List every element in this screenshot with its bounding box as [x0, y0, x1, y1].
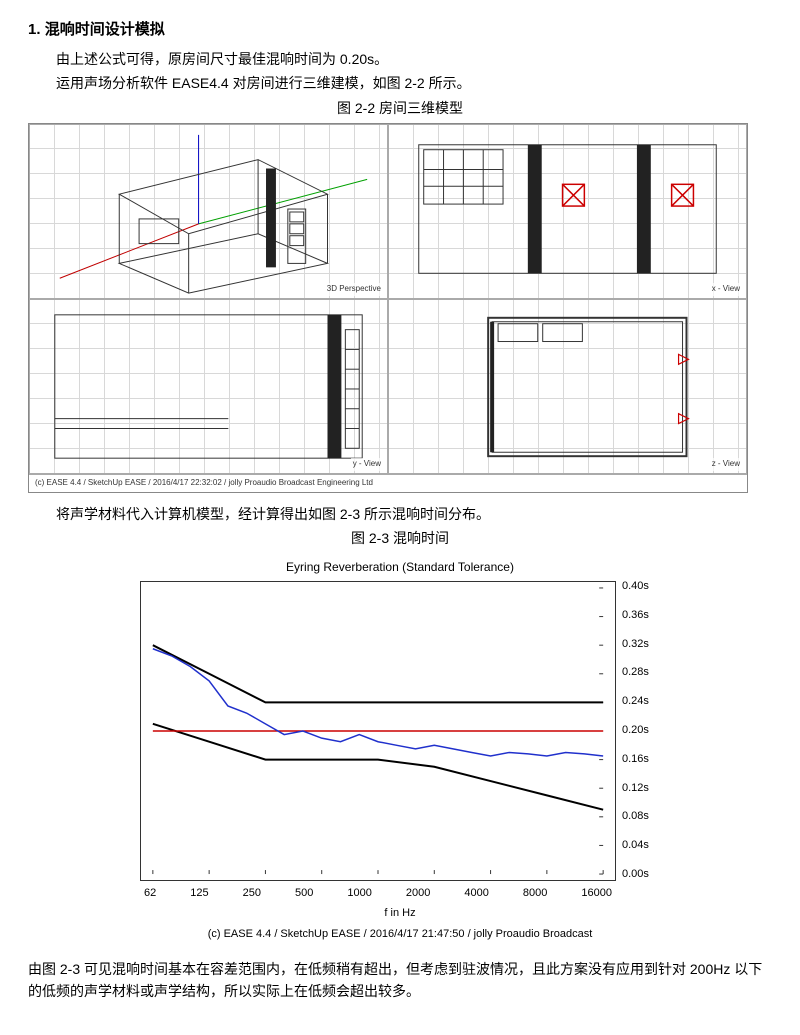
figure-2-2-caption: 图 2-2 房间三维模型 [28, 97, 772, 119]
chart-x-tick: 2000 [406, 885, 430, 903]
figure-2-3-chart: Eyring Reverberation (Standard Tolerance… [140, 558, 660, 944]
figure-2-2-drawing: 3D Perspective [28, 123, 748, 493]
panel-tag-y: y - View [351, 458, 383, 471]
panel-z-view: z - View [388, 299, 747, 474]
chart-y-tick: 0.04s [622, 837, 649, 855]
chart-y-tick: 0.28s [622, 665, 649, 683]
paragraph-1: 由上述公式可得，原房间尺寸最佳混响时间为 0.20s。 [28, 48, 772, 70]
panel-tag-x: x - View [710, 283, 742, 296]
chart-footer: (c) EASE 4.4 / SketchUp EASE / 2016/4/17… [140, 926, 660, 944]
chart-x-tick: 500 [295, 885, 313, 903]
chart-y-tick: 0.36s [622, 607, 649, 625]
panel-x-svg [389, 125, 746, 298]
chart-y-tick: 0.24s [622, 693, 649, 711]
chart-x-tick: 16000 [581, 885, 612, 903]
chart-y-tick: 0.16s [622, 751, 649, 769]
panel-3d-perspective: 3D Perspective [29, 124, 388, 299]
panel-tag-3d: 3D Perspective [325, 283, 383, 296]
chart-x-tick: 1000 [347, 885, 371, 903]
chart-y-tick: 0.20s [622, 722, 649, 740]
chart-y-tick: 0.00s [622, 866, 649, 884]
chart-x-tick: 250 [243, 885, 261, 903]
paragraph-2: 运用声场分析软件 EASE4.4 对房间进行三维建模，如图 2-2 所示。 [28, 72, 772, 94]
chart-x-tick: 8000 [523, 885, 547, 903]
chart-x-tick: 62 [144, 885, 156, 903]
chart-y-labels: 0.40s 0.36s 0.32s 0.28s 0.24s 0.20s 0.16s 0.12s… [616, 581, 660, 881]
chart-title: Eyring Reverberation (Standard Tolerance… [140, 558, 660, 577]
chart-plot-area [140, 581, 616, 881]
panel-tag-z: z - View [710, 458, 742, 471]
chart-x-axis-title: f in Hz [140, 905, 660, 923]
panel-y-view: y - View [29, 299, 388, 474]
panel-3d-svg [30, 125, 387, 298]
section-heading: 1. 混响时间设计模拟 [28, 18, 772, 42]
figure-2-3-caption: 图 2-3 混响时间 [28, 527, 772, 549]
section-title-text: 混响时间设计模拟 [45, 21, 165, 38]
panel-x-view: x - View [388, 124, 747, 299]
drawing-footer: (c) EASE 4.4 / SketchUp EASE / 2016/4/17… [29, 474, 747, 492]
panel-z-svg [389, 300, 746, 473]
chart-y-tick: 0.40s [622, 578, 649, 596]
paragraph-3: 将声学材料代入计算机模型，经计算得出如图 2-3 所示混响时间分布。 [28, 503, 772, 525]
section-number: 1. [28, 21, 41, 38]
chart-y-tick: 0.08s [622, 809, 649, 827]
panel-y-svg [30, 300, 387, 473]
chart-x-labels: 62 125 250 500 1000 2000 4000 8000 16000 [140, 885, 616, 903]
chart-y-tick: 0.32s [622, 636, 649, 654]
chart-x-tick: 4000 [464, 885, 488, 903]
paragraph-4: 由图 2-3 可见混响时间基本在容差范围内，在低频稍有超出，但考虑到驻波情况，且… [28, 958, 772, 1003]
chart-y-tick: 0.12s [622, 780, 649, 798]
chart-x-tick: 125 [190, 885, 208, 903]
